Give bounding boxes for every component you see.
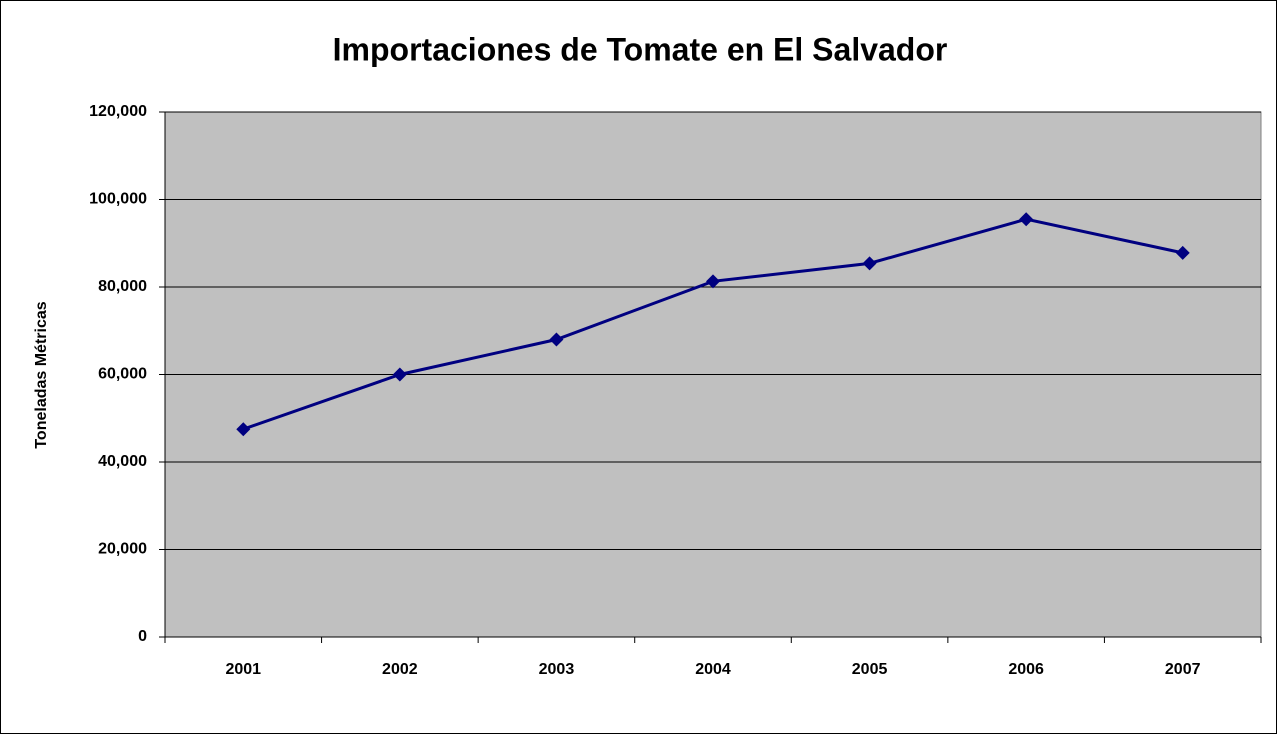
y-tick-label: 100,000 (89, 191, 147, 208)
y-axis-title: Toneladas Métricas (33, 301, 50, 448)
x-tick-label: 2006 (1008, 661, 1044, 678)
x-tick-label: 2004 (695, 661, 731, 678)
y-tick-label: 80,000 (98, 278, 147, 295)
chart-title: Importaciones de Tomate en El Salvador (333, 31, 948, 67)
marker (706, 274, 720, 289)
y-tick-label: 60,000 (98, 366, 147, 383)
marker (862, 256, 877, 271)
x-tick-label: 2002 (382, 661, 418, 678)
marker (549, 332, 564, 347)
x-tick-label: 2005 (852, 661, 888, 678)
y-tick-label: 20,000 (98, 541, 147, 558)
marker (1175, 245, 1190, 260)
y-tick-label: 120,000 (89, 103, 147, 120)
marker (236, 422, 251, 437)
x-tick-label: 2003 (539, 661, 575, 678)
x-tick-label: 2007 (1165, 661, 1201, 678)
y-tick-label: 40,000 (98, 453, 147, 470)
marker (392, 367, 407, 382)
y-tick-label: 0 (138, 628, 147, 645)
marker (1019, 212, 1034, 227)
x-tick-label: 2001 (225, 661, 261, 678)
